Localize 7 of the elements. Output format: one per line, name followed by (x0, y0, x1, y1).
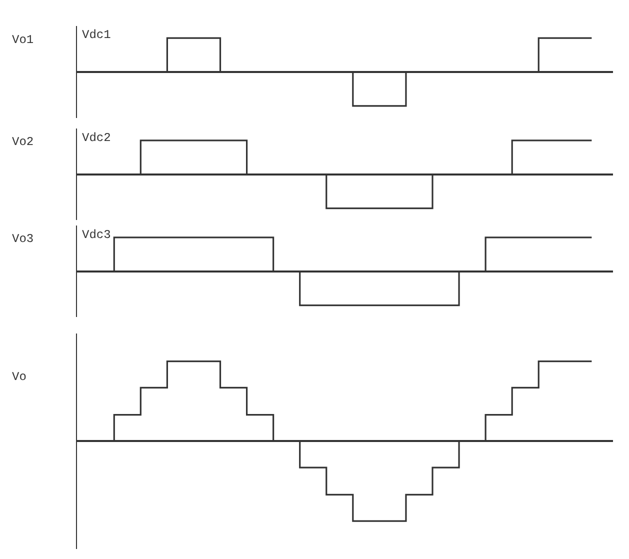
y-axis-title: Vo2 (12, 135, 34, 149)
y-axis-title: Vo (12, 370, 26, 384)
annotation: Vdc1 (82, 28, 111, 42)
annotation: Vdc3 (82, 228, 111, 242)
y-axis-title: Vo1 (12, 33, 34, 47)
y-axis-title: Vo3 (12, 232, 34, 246)
annotation: Vdc2 (82, 131, 111, 145)
